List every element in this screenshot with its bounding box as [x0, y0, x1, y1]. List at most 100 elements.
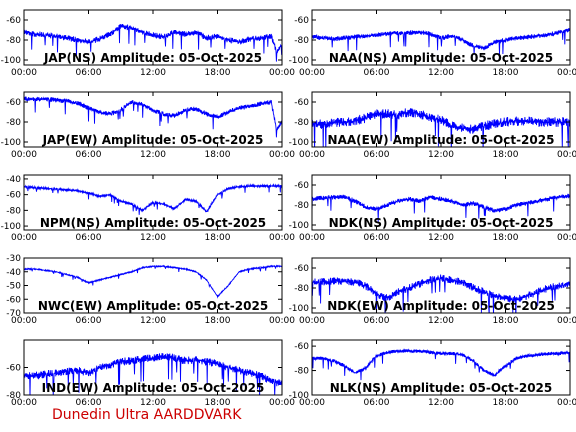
x-tick-label: 06:00 [76, 316, 102, 326]
series-trace [312, 27, 570, 55]
x-tick-label: 18:00 [205, 233, 231, 243]
y-tick-label: -60 [294, 16, 309, 26]
x-tick-label: 00:00 [269, 398, 295, 408]
footer-label: Dunedin Ultra AARDDVARK [52, 407, 242, 423]
panel-0: -100 -80 -60 00:00 06:00 12:00 18:00 00:00 JAP(N… [1, 9, 295, 78]
x-tick-label: 00:00 [269, 150, 295, 160]
y-tick-label: -60 [294, 181, 309, 191]
y-tick-label: -80 [294, 201, 309, 211]
x-tick-label: 12:00 [428, 398, 454, 408]
x-tick-label: 18:00 [493, 316, 519, 326]
panel-6: -70 -60 -50 -40 -30 00:00 06:00 12:00 18:00 00:00… [6, 254, 295, 326]
series-trace [24, 353, 282, 395]
x-tick-label: 06:00 [76, 68, 102, 78]
panel-8: -80 -60 00:00 06:00 12:00 18:00 00:00 IND(EW) A… [6, 339, 295, 408]
y-tick-label: -60 [294, 264, 309, 274]
series-trace [24, 183, 282, 215]
x-tick-label: 00:00 [557, 150, 576, 160]
x-tick-label: 12:00 [140, 233, 166, 243]
y-tick-label: -100 [289, 221, 310, 231]
x-tick-label: 00:00 [299, 68, 325, 78]
x-tick-label: 06:00 [76, 398, 102, 408]
panel-1: -100 -80 -60 00:00 06:00 12:00 18:00 00:00 NAA(N… [289, 9, 576, 78]
x-tick-label: 06:00 [76, 233, 102, 243]
y-tick-label: -100 [1, 138, 22, 148]
x-tick-label: 18:00 [493, 68, 519, 78]
panel-title: NAA(NS) Amplitude: 05-Oct-2025 [329, 51, 553, 65]
x-tick-label: 00:00 [11, 150, 37, 160]
x-tick-label: 06:00 [76, 150, 102, 160]
y-tick-label: -80 [294, 36, 309, 46]
y-tick-label: -70 [6, 309, 21, 319]
y-tick-label: -100 [289, 138, 310, 148]
x-tick-label: 12:00 [428, 316, 454, 326]
y-tick-label: -80 [294, 284, 309, 294]
x-tick-label: 00:00 [299, 233, 325, 243]
panel-title: NLK(NS) Amplitude: 05-Oct-2025 [330, 381, 553, 395]
x-tick-label: 06:00 [364, 316, 390, 326]
x-tick-label: 18:00 [205, 398, 231, 408]
x-tick-label: 06:00 [364, 398, 390, 408]
x-tick-label: 00:00 [11, 316, 37, 326]
x-tick-label: 00:00 [269, 316, 295, 326]
y-tick-label: -60 [6, 191, 21, 201]
panel-title: NAA(EW) Amplitude: 05-Oct-2025 [328, 133, 555, 147]
y-tick-label: -80 [6, 206, 21, 216]
panel-title: JAP(NS) Amplitude: 05-Oct-2025 [43, 51, 262, 65]
panel-title: IND(EW) Amplitude: 05-Oct-2025 [42, 381, 265, 395]
x-tick-label: 00:00 [269, 233, 295, 243]
series-trace [312, 108, 570, 147]
x-tick-label: 18:00 [493, 398, 519, 408]
panel-title: NDK(NS) Amplitude: 05-Oct-2025 [329, 216, 554, 230]
x-tick-label: 00:00 [11, 398, 37, 408]
panel-title: JAP(EW) Amplitude: 05-Oct-2025 [42, 133, 264, 147]
x-tick-label: 06:00 [364, 233, 390, 243]
y-tick-label: -60 [294, 98, 309, 108]
y-tick-label: -60 [6, 364, 21, 374]
x-tick-label: 00:00 [11, 233, 37, 243]
y-tick-label: -80 [6, 36, 21, 46]
x-tick-label: 12:00 [140, 316, 166, 326]
y-tick-label: -40 [6, 175, 21, 185]
x-tick-label: 00:00 [557, 233, 576, 243]
x-tick-label: 18:00 [205, 316, 231, 326]
y-tick-label: -100 [1, 222, 22, 232]
panel-5: -100-80-6000:0006:0012:0018:0000:00NDK(N… [289, 174, 576, 243]
panel-3: -100 -80 -60 00:00 06:00 12:00 18:00 00:00NAA(E… [289, 91, 576, 160]
x-tick-label: 18:00 [205, 150, 231, 160]
series-trace [24, 24, 282, 62]
x-tick-label: 00:00 [269, 68, 295, 78]
x-tick-label: 12:00 [428, 150, 454, 160]
x-tick-label: 06:00 [364, 150, 390, 160]
x-tick-label: 00:00 [299, 398, 325, 408]
series-trace [312, 348, 570, 381]
x-tick-label: 12:00 [428, 233, 454, 243]
x-tick-label: 12:00 [428, 68, 454, 78]
x-tick-label: 00:00 [299, 150, 325, 160]
series-trace [312, 193, 570, 222]
y-tick-label: -40 [6, 268, 21, 278]
x-tick-label: 00:00 [11, 68, 37, 78]
y-tick-label: -60 [6, 295, 21, 305]
y-tick-label: -100 [1, 56, 22, 66]
series-trace [24, 264, 282, 299]
panel-title: NPM(NS) Amplitude: 05-Oct-2025 [40, 216, 266, 230]
y-tick-label: -100 [289, 391, 310, 401]
x-tick-label: 00:00 [557, 68, 576, 78]
x-tick-label: 00:00 [299, 316, 325, 326]
x-tick-label: 18:00 [493, 233, 519, 243]
x-tick-label: 12:00 [140, 150, 166, 160]
y-tick-label: -30 [6, 254, 21, 264]
panel-4: -100 -80 -60 -40 00:00 06:00 12:00 18:00 00:00NP… [1, 174, 295, 243]
y-tick-label: -80 [294, 367, 309, 377]
panel-title: NDK(EW) Amplitude: 05-Oct-2025 [327, 299, 555, 313]
panel-9: -100 -80 -60 00:00 06:00 12:00 18:00 00:00 NLK(N… [289, 339, 576, 408]
y-tick-label: -80 [6, 118, 21, 128]
panel-7: -100 -80 -60 00:00 06:00 12:00 18:00 00:00NDK(E… [289, 257, 576, 326]
x-tick-label: 06:00 [364, 68, 390, 78]
series-trace [24, 96, 282, 138]
y-tick-label: -50 [6, 282, 21, 292]
x-tick-label: 00:00 [557, 398, 576, 408]
x-tick-label: 00:00 [557, 316, 576, 326]
